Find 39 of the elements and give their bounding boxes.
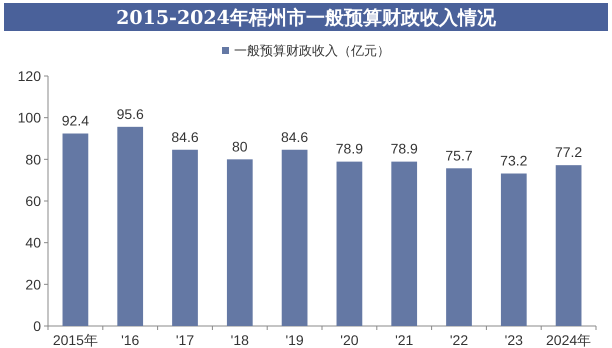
data-label: 73.2 <box>500 152 528 168</box>
x-tick-label: '19 <box>285 332 304 348</box>
x-tick-label: 2024年 <box>546 332 592 348</box>
y-tick-label: 40 <box>25 234 42 251</box>
chart-title: 2015-2024年梧州市一般预算财政收入情况 <box>116 7 497 29</box>
x-tick-label: '17 <box>176 332 194 348</box>
y-tick-label: 0 <box>33 318 42 334</box>
data-label: 77.2 <box>554 144 582 160</box>
y-tick-label: 60 <box>25 193 42 209</box>
y-tick-label: 80 <box>25 151 42 168</box>
legend-label: 一般预算财政收入（亿元） <box>234 43 390 58</box>
bar <box>172 150 198 326</box>
bar <box>500 174 527 326</box>
data-label: 75.7 <box>445 147 473 164</box>
data-label: 78.9 <box>336 140 364 157</box>
bar <box>336 162 362 326</box>
y-tick-label: 20 <box>25 276 42 292</box>
x-tick-label: '23 <box>504 332 524 348</box>
bar <box>556 165 582 326</box>
y-tick-label: 120 <box>18 68 42 84</box>
bar <box>391 162 418 326</box>
data-label: 80 <box>232 138 248 154</box>
bar <box>282 150 308 326</box>
x-tick-label: '18 <box>230 332 250 348</box>
data-label: 84.6 <box>171 128 199 145</box>
bar <box>226 159 253 326</box>
data-label: 92.4 <box>62 112 90 128</box>
x-tick-label: '21 <box>395 332 414 348</box>
y-tick-label: 100 <box>18 110 42 126</box>
data-label: 95.6 <box>116 106 144 122</box>
x-tick-label: '22 <box>450 332 468 348</box>
x-tick-label: '20 <box>340 332 359 348</box>
x-tick-label: '16 <box>121 332 140 348</box>
data-label: 78.9 <box>390 140 418 157</box>
bar <box>62 134 88 326</box>
bar <box>117 126 144 326</box>
bar <box>446 168 472 326</box>
x-tick-label: 2015年 <box>52 332 98 348</box>
data-label: 84.6 <box>280 128 308 145</box>
